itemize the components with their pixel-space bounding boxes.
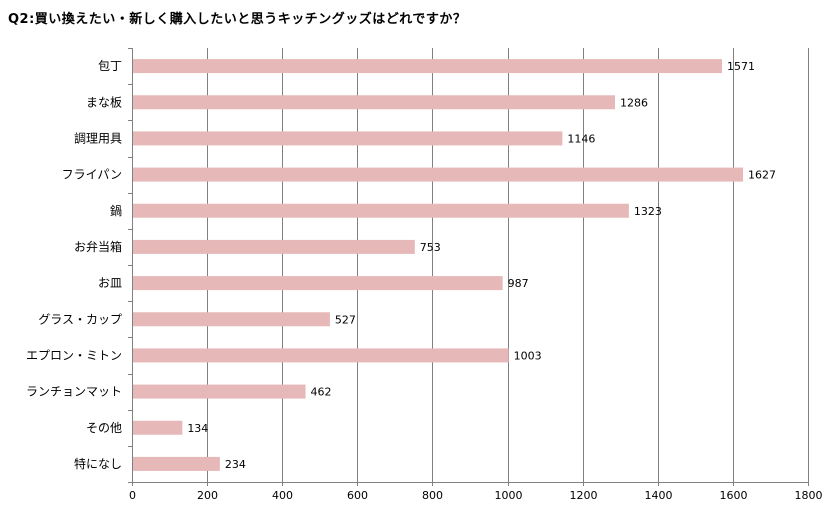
bar: [133, 384, 306, 399]
grid-layer: [207, 48, 809, 482]
value-label: 234: [225, 458, 246, 471]
category-label: まな板: [86, 95, 122, 109]
value-label: 134: [187, 422, 208, 435]
bar: [133, 167, 744, 182]
value-label: 1003: [514, 349, 542, 362]
category-label: 特になし: [74, 456, 122, 471]
x-tick-label: 1200: [570, 489, 598, 502]
value-label: 1323: [634, 205, 662, 218]
chart-title: Q2:買い換えたい・新しく購入したいと思うキッチングッズはどれですか？: [8, 12, 467, 27]
category-label: 包丁: [98, 59, 122, 73]
value-label: 1286: [620, 96, 648, 109]
bar: [133, 59, 722, 74]
x-tick-label: 1600: [720, 489, 748, 502]
x-tick-label: 600: [347, 489, 368, 502]
bar: [133, 239, 415, 254]
value-label: 527: [335, 313, 356, 326]
bar: [133, 348, 509, 363]
x-tick-label: 1400: [645, 489, 673, 502]
value-label: 1571: [727, 60, 755, 73]
category-label: お皿: [98, 276, 122, 290]
category-label: 鍋: [110, 203, 122, 218]
labels-layer: 0 200 400 600 800 1000 1200 1400 1600 1800 包丁 1571 ま…: [26, 59, 823, 502]
bar: [133, 456, 220, 471]
category-label: ランチョンマット: [26, 385, 122, 399]
bar: [133, 95, 615, 110]
bar: [133, 312, 330, 327]
category-label: フライパン: [62, 168, 122, 182]
bar: [133, 276, 503, 291]
x-tick-label: 400: [272, 489, 293, 502]
category-label: その他: [86, 421, 122, 435]
x-tick-label: 1800: [795, 489, 823, 502]
category-label: お弁当箱: [74, 239, 122, 254]
value-label: 987: [508, 277, 529, 290]
bar: [133, 131, 563, 146]
bars-layer: [133, 59, 744, 471]
x-tick-label: 200: [197, 489, 218, 502]
category-label: エプロン・ミトン: [26, 348, 122, 362]
category-label: グラス・カップ: [38, 312, 122, 326]
bar: [133, 420, 183, 435]
value-label: 753: [420, 241, 441, 254]
axis-layer: [128, 48, 809, 486]
x-tick-label: 1000: [495, 489, 523, 502]
x-tick-label: 800: [422, 489, 443, 502]
value-label: 462: [311, 386, 332, 399]
x-tick-label: 0: [129, 489, 136, 502]
value-label: 1627: [748, 169, 776, 182]
bar: [133, 203, 629, 218]
value-label: 1146: [567, 132, 595, 145]
category-label: 調理用具: [74, 131, 122, 145]
